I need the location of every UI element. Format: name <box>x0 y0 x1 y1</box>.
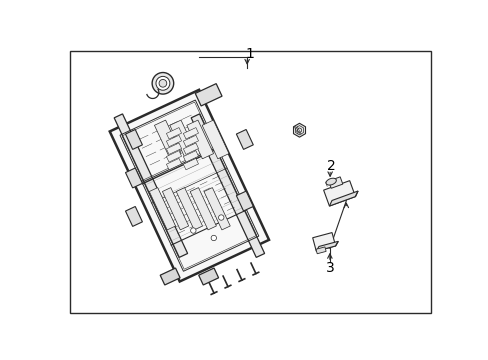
Circle shape <box>152 72 173 94</box>
Polygon shape <box>335 241 338 246</box>
Polygon shape <box>315 247 325 254</box>
Polygon shape <box>176 188 202 230</box>
Polygon shape <box>183 135 198 147</box>
Circle shape <box>190 228 196 233</box>
Polygon shape <box>183 143 198 154</box>
Text: 1: 1 <box>245 47 254 61</box>
Polygon shape <box>236 130 253 149</box>
Circle shape <box>159 80 166 87</box>
Polygon shape <box>109 90 268 282</box>
Polygon shape <box>125 168 142 188</box>
Polygon shape <box>183 151 198 162</box>
Polygon shape <box>323 181 355 206</box>
Text: 2: 2 <box>326 159 335 174</box>
Polygon shape <box>166 151 181 162</box>
Polygon shape <box>183 158 198 170</box>
Circle shape <box>156 76 169 90</box>
Polygon shape <box>160 268 180 285</box>
Polygon shape <box>355 191 357 197</box>
Polygon shape <box>312 233 335 251</box>
Polygon shape <box>183 127 198 139</box>
Polygon shape <box>166 127 181 139</box>
Polygon shape <box>149 188 175 230</box>
Polygon shape <box>328 177 342 188</box>
Ellipse shape <box>325 178 336 185</box>
Polygon shape <box>186 120 213 159</box>
Polygon shape <box>169 120 196 159</box>
Polygon shape <box>316 241 338 251</box>
Polygon shape <box>202 120 228 159</box>
Polygon shape <box>166 143 181 154</box>
Polygon shape <box>114 114 187 257</box>
Polygon shape <box>329 191 357 206</box>
Polygon shape <box>166 158 181 170</box>
Polygon shape <box>190 188 216 230</box>
Polygon shape <box>195 84 222 106</box>
Polygon shape <box>293 123 305 137</box>
Circle shape <box>211 235 216 241</box>
Polygon shape <box>125 130 142 149</box>
Polygon shape <box>162 188 188 230</box>
Polygon shape <box>166 135 181 147</box>
Polygon shape <box>125 207 142 226</box>
Polygon shape <box>198 268 218 285</box>
Polygon shape <box>154 120 181 159</box>
Circle shape <box>218 215 224 220</box>
Text: 3: 3 <box>325 261 334 275</box>
Polygon shape <box>191 114 264 257</box>
Polygon shape <box>203 188 230 230</box>
Polygon shape <box>236 191 253 211</box>
